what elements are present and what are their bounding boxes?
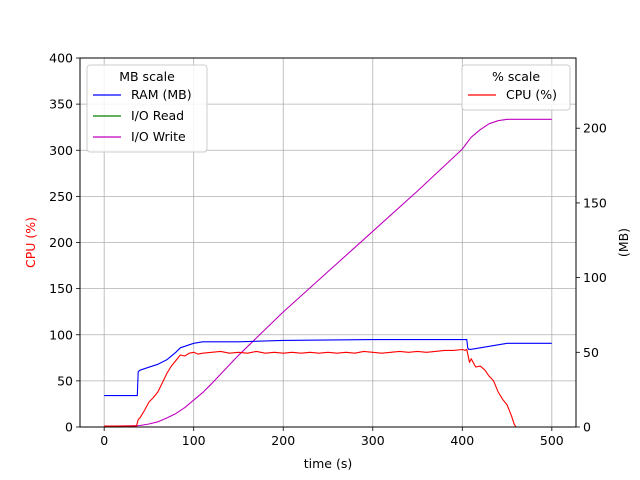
y-left-tick-label-150: 150	[49, 281, 73, 296]
y-left-tick-label-300: 300	[49, 143, 73, 158]
legend-label-cpu: CPU (%)	[506, 87, 557, 102]
legend-label-io_write: I/O Write	[131, 129, 186, 144]
y-left-axis-label: CPU (%)	[23, 217, 38, 268]
y-right-axis-label: (MB)	[616, 228, 631, 257]
x-tick-label-200: 200	[271, 433, 295, 448]
legend-label-ram: RAM (MB)	[131, 87, 192, 102]
y-left-tick-label-250: 250	[49, 189, 73, 204]
series-cpu-line	[104, 348, 552, 428]
legend-1: % scale CPU (%)	[461, 64, 571, 111]
legend-frame-0	[86, 64, 208, 153]
y-right-tick-label-150: 150	[583, 195, 607, 210]
y-left-tick-label-350: 350	[49, 97, 73, 112]
x-axis-label: time (s)	[304, 456, 352, 471]
legends: MB scale RAM (MB) I/O Read I/O Write % scale…	[86, 64, 571, 153]
x-tick-label-400: 400	[450, 433, 474, 448]
x-tick-label-300: 300	[361, 433, 385, 448]
y-left-tick-label-100: 100	[49, 327, 73, 342]
series-ram-line	[104, 339, 552, 397]
y-left-tick-label-0: 0	[65, 420, 73, 435]
y-right-tick-label-50: 50	[583, 345, 599, 360]
ticks: 0 100 200 300 400 500050100150200250300350400…	[49, 51, 607, 449]
y-left-tick-label-400: 400	[49, 51, 73, 66]
x-tick-label-100: 100	[182, 433, 206, 448]
y-right-tick-label-100: 100	[583, 270, 607, 285]
legend-title-1: % scale	[492, 69, 540, 84]
y-left-tick-label-200: 200	[49, 235, 73, 250]
legend-frame-1	[461, 64, 571, 111]
y-right-tick-label-0: 0	[583, 420, 591, 435]
legend-title-0: MB scale	[119, 69, 175, 84]
legend-0: MB scale RAM (MB) I/O Read I/O Write	[86, 64, 208, 153]
y-right-tick-label-200: 200	[583, 121, 607, 136]
legend-label-io_read: I/O Read	[131, 108, 184, 123]
y-left-tick-label-50: 50	[57, 373, 73, 388]
x-tick-label-0: 0	[100, 433, 108, 448]
series-io_write-line	[104, 118, 552, 427]
x-tick-label-500: 500	[540, 433, 564, 448]
